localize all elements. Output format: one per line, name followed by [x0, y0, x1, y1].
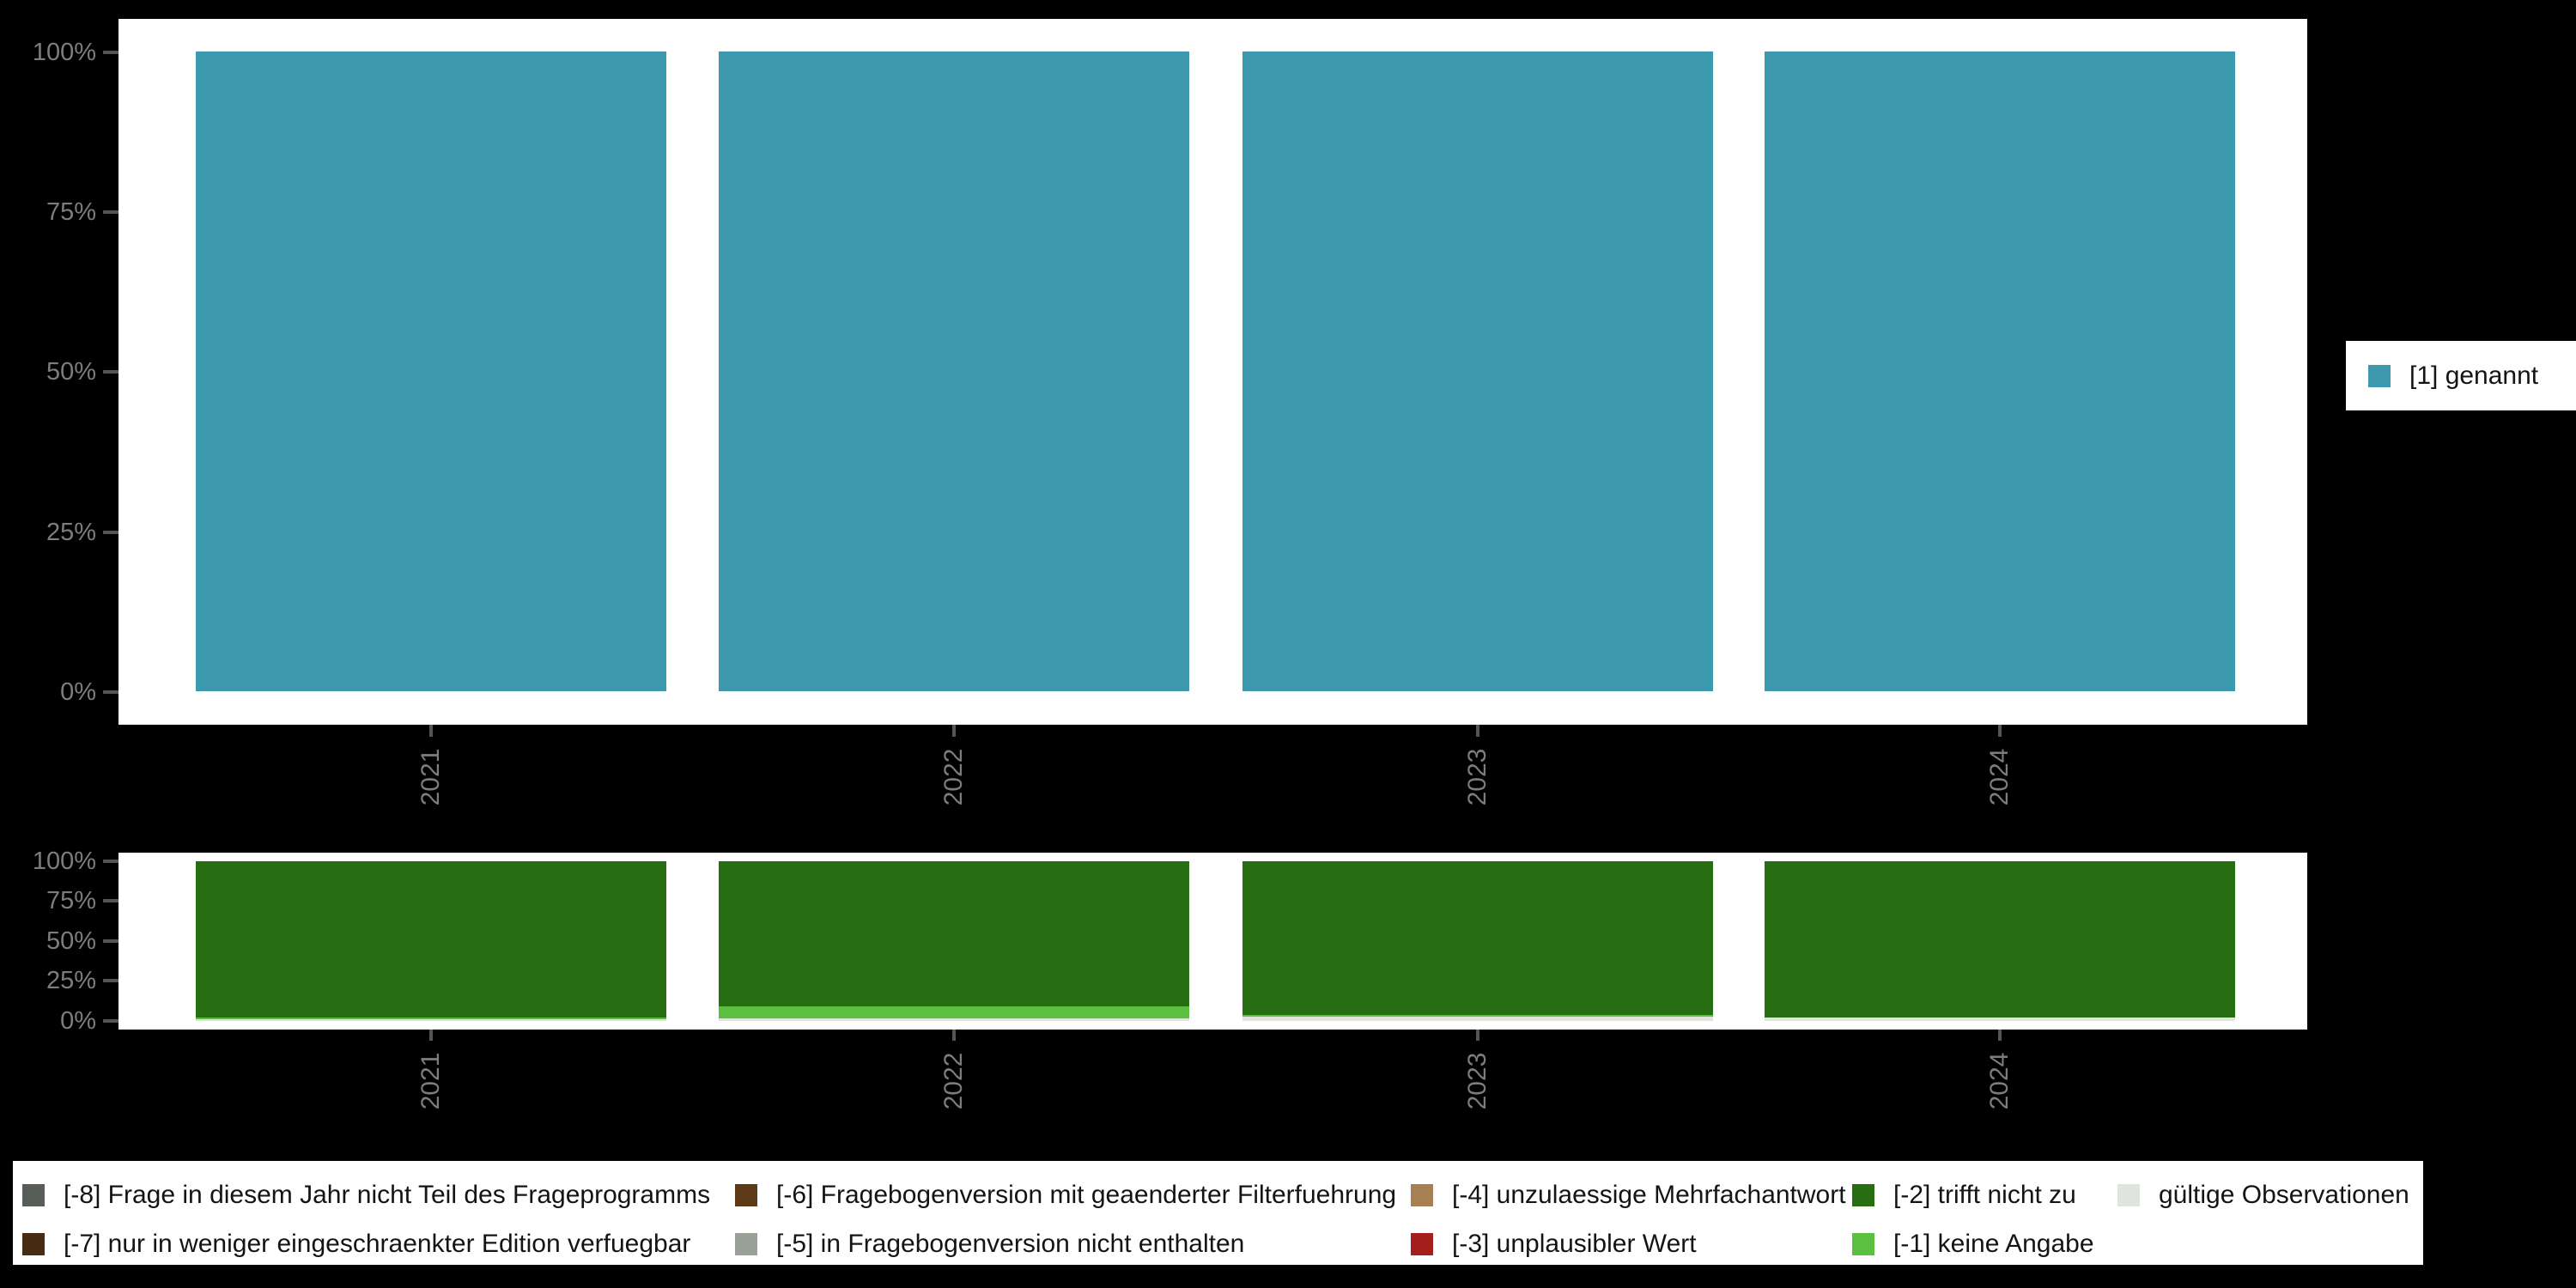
legend-item-minus8: [-8] Frage in diesem Jahr nicht Teil des…	[22, 1181, 710, 1210]
bottom-x-tick	[1476, 1030, 1479, 1041]
bar-segment-genannt	[196, 52, 666, 691]
bottom-y-tick	[103, 899, 118, 902]
top-y-tick	[103, 51, 118, 54]
top-x-label-2024: 2024	[1985, 748, 2014, 806]
bottom-y-label-50: 50%	[46, 927, 96, 955]
minus4-label: [-4] unzulaessige Mehrfachantwort	[1452, 1181, 1846, 1209]
top-x-tick	[429, 725, 433, 737]
genannt-swatch	[2368, 364, 2391, 387]
top-y-tick	[103, 690, 118, 694]
top-x-tick	[952, 725, 956, 737]
bottom-bar-2024	[1765, 861, 2235, 1021]
legend-item-minus6: [-6] Fragebogenversion mit geaenderter F…	[735, 1181, 1396, 1210]
bar-segment-trifft-nicht-zu	[1765, 861, 2235, 1018]
bottom-y-tick	[103, 1019, 118, 1023]
genannt-legend-label: [1] genannt	[2409, 361, 2539, 390]
top-chart-panel	[118, 19, 2307, 725]
bottom-y-tick	[103, 939, 118, 943]
legend-item-minus7: [-7] nur in weniger eingeschraenkter Edi…	[22, 1230, 690, 1259]
top-y-label-50: 50%	[46, 358, 96, 386]
minus1-swatch	[1852, 1233, 1874, 1255]
top-x-label-2021: 2021	[416, 748, 445, 806]
top-bar-2022	[719, 52, 1189, 691]
bottom-y-tick	[103, 860, 118, 863]
bar-segment-trifft-nicht-zu	[1242, 861, 1713, 1015]
minus4-swatch	[1411, 1184, 1433, 1206]
bar-segment-genannt	[1242, 52, 1713, 691]
minus5-swatch	[735, 1233, 757, 1255]
minus6-label: [-6] Fragebogenversion mit geaenderter F…	[776, 1181, 1397, 1209]
bar-segment-genannt	[1765, 52, 2235, 691]
bar-segment-trifft-nicht-zu	[719, 861, 1189, 1007]
bar-segment-trifft-nicht-zu	[196, 861, 666, 1018]
minus1-label: [-1] keine Angabe	[1893, 1230, 2094, 1258]
top-x-tick	[1998, 725, 2002, 737]
minus3-swatch	[1411, 1233, 1433, 1255]
top-x-label-2023: 2023	[1463, 748, 1492, 806]
bar-segment-gueltige-observationen	[1765, 1018, 2235, 1021]
top-x-tick	[1476, 725, 1479, 737]
top-legend: [1] genannt	[2346, 341, 2576, 410]
top-x-label-2022: 2022	[939, 748, 968, 806]
bottom-x-tick	[952, 1030, 956, 1041]
top-y-tick	[103, 531, 118, 534]
bottom-x-tick	[1998, 1030, 2002, 1041]
minus3-label: [-3] unplausibler Wert	[1452, 1230, 1697, 1258]
minus8-swatch	[22, 1184, 45, 1206]
bottom-y-label-0: 0%	[60, 1007, 96, 1035]
legend-item-minus3: [-3] unplausibler Wert	[1411, 1230, 1697, 1259]
top-bar-2024	[1765, 52, 2235, 691]
bar-segment-genannt	[719, 52, 1189, 691]
legend-item-minus2: [-2] trifft nicht zu	[1852, 1181, 2076, 1210]
bottom-y-label-25: 25%	[46, 967, 96, 994]
minus6-swatch	[735, 1184, 757, 1206]
bottom-y-label-100: 100%	[32, 848, 96, 875]
minus7-swatch	[22, 1233, 45, 1255]
gueltige-swatch	[2117, 1184, 2140, 1206]
bar-segment-gueltige-observationen	[1242, 1016, 1713, 1021]
top-bar-2021	[196, 52, 666, 691]
minus5-label: [-5] in Fragebogenversion nicht enthalte…	[776, 1230, 1245, 1258]
minus2-label: [-2] trifft nicht zu	[1893, 1181, 2076, 1209]
bottom-x-label-2022: 2022	[939, 1052, 968, 1110]
legend-item-minus1: [-1] keine Angabe	[1852, 1230, 2094, 1259]
top-y-label-100: 100%	[32, 39, 96, 66]
bar-segment-keine-angabe	[1242, 1014, 1713, 1017]
top-y-label-0: 0%	[60, 678, 96, 706]
bottom-bar-2022	[719, 861, 1189, 1021]
bottom-x-label-2023: 2023	[1463, 1052, 1492, 1110]
legend-item-minus4: [-4] unzulaessige Mehrfachantwort	[1411, 1181, 1846, 1210]
minus8-label: [-8] Frage in diesem Jahr nicht Teil des…	[64, 1181, 711, 1209]
bottom-x-label-2021: 2021	[416, 1052, 445, 1110]
bottom-x-tick	[429, 1030, 433, 1041]
legend-item-minus5: [-5] in Fragebogenversion nicht enthalte…	[735, 1230, 1244, 1259]
top-y-tick	[103, 370, 118, 374]
bottom-y-tick	[103, 979, 118, 982]
minus2-swatch	[1852, 1184, 1874, 1206]
missing-values-legend: [-8] Frage in diesem Jahr nicht Teil des…	[13, 1161, 2423, 1265]
legend-item-gueltige: gültige Observationen	[2117, 1181, 2409, 1210]
top-y-label-75: 75%	[46, 198, 96, 226]
top-bar-2023	[1242, 52, 1713, 691]
bottom-y-label-75: 75%	[46, 887, 96, 914]
bottom-chart-panel	[118, 853, 2307, 1030]
bottom-bar-2021	[196, 861, 666, 1021]
gueltige-label: gültige Observationen	[2159, 1181, 2409, 1209]
top-y-tick	[103, 210, 118, 214]
bottom-x-label-2024: 2024	[1985, 1052, 2014, 1110]
bar-segment-keine-angabe	[196, 1018, 666, 1020]
top-y-label-25: 25%	[46, 519, 96, 546]
bar-segment-gueltige-observationen	[719, 1018, 1189, 1021]
bottom-bar-2023	[1242, 861, 1713, 1021]
minus7-label: [-7] nur in weniger eingeschraenkter Edi…	[64, 1230, 691, 1258]
bar-segment-keine-angabe	[719, 1006, 1189, 1019]
bar-segment-gueltige-observationen	[196, 1019, 666, 1021]
